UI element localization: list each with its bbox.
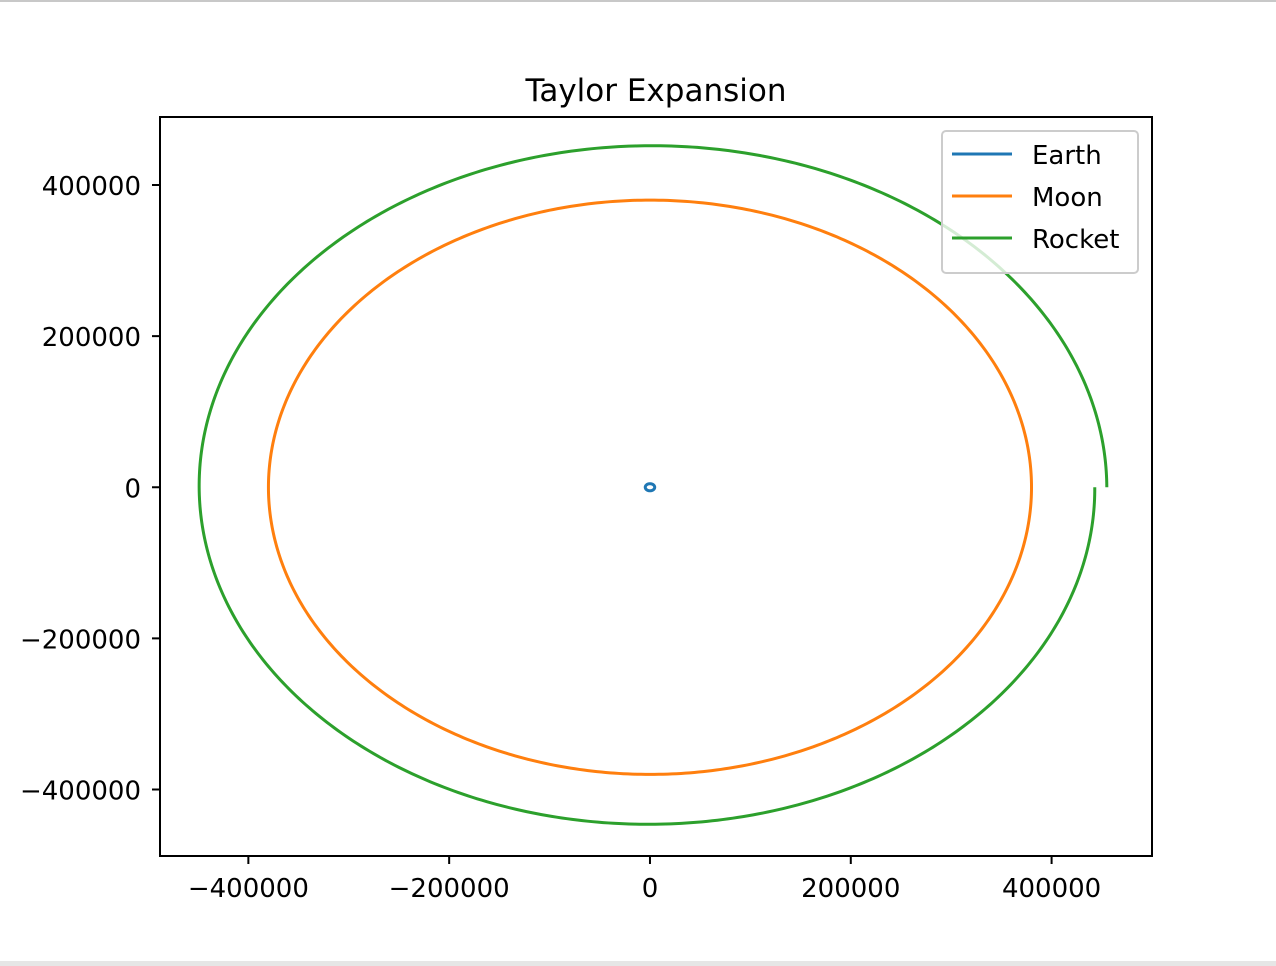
x-tick-label: 0 [642, 874, 659, 904]
legend-label-moon: Moon [1032, 183, 1103, 213]
plot-series [197, 144, 1109, 826]
window-top-border [0, 0, 1276, 2]
x-tick-label: −200000 [389, 874, 510, 904]
y-tick-label: −400000 [20, 777, 141, 807]
x-tick-label: 200000 [801, 874, 900, 904]
legend: Earth Moon Rocket [941, 130, 1139, 274]
x-tick-label: 400000 [1002, 874, 1101, 904]
window-bottom-border [0, 961, 1276, 966]
chart-title: Taylor Expansion [525, 73, 787, 109]
series-line-moon [266, 198, 1034, 776]
y-tick-label: 200000 [42, 323, 141, 353]
series-line-rocket [197, 144, 1109, 826]
y-tick-label: −200000 [20, 625, 141, 655]
x-axis-ticks: −400000 −200000 0 200000 400000 [188, 856, 1101, 904]
legend-label-earth: Earth [1032, 141, 1102, 171]
series-line-earth [643, 482, 657, 493]
y-axis-ticks: −400000 −200000 0 200000 400000 [20, 172, 160, 807]
legend-label-rocket: Rocket [1032, 225, 1119, 255]
x-tick-label: −400000 [188, 874, 309, 904]
y-tick-label: 0 [124, 474, 141, 504]
y-tick-label: 400000 [42, 172, 141, 202]
